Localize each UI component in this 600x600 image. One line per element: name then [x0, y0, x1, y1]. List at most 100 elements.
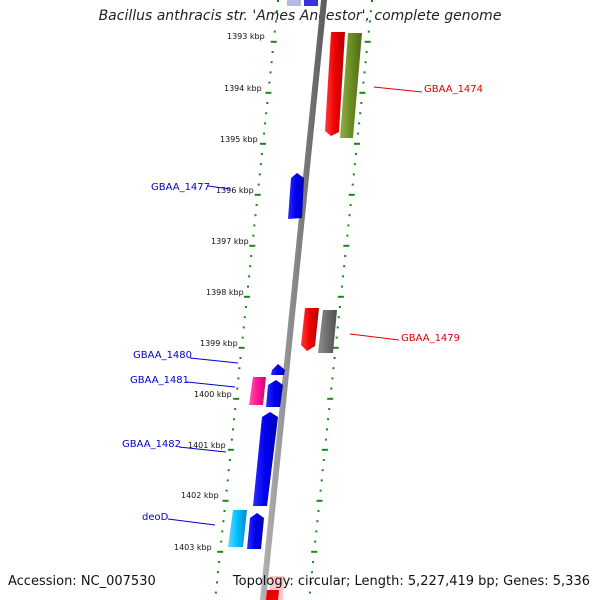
leader-gbaa-1481 [186, 381, 236, 388]
tick-mark [365, 51, 368, 53]
tick-mark [338, 306, 341, 308]
tick-mark [222, 520, 225, 523]
tick-mark [319, 489, 322, 492]
gene-label-gbaa-1480: GBAA_1480 [133, 350, 192, 361]
tick-mark [357, 132, 360, 135]
tick-mark [263, 132, 266, 135]
tick-mark [317, 510, 320, 512]
genome-title: Bacillus anthracis str. 'Ames Ancestor',… [98, 8, 502, 24]
kbp-label-1399: 1399 kbp [200, 339, 238, 348]
leader-deod [167, 518, 216, 526]
tick-mark [221, 530, 224, 533]
tick-column-right [308, 0, 373, 594]
tick-mark [241, 336, 244, 339]
tick-mark [354, 142, 360, 145]
gene-olive-gbaa-1474 [340, 33, 362, 138]
tick-mark [264, 122, 267, 125]
leader-gbaa-1474 [373, 86, 423, 93]
tick-mark [214, 591, 217, 594]
tick-mark [243, 316, 246, 319]
gene-label-gbaa-1479: GBAA_1479 [401, 333, 460, 344]
tick-mark [322, 459, 325, 461]
tick-mark [368, 20, 371, 23]
tick-mark [347, 224, 350, 227]
gene-blue-gbaa-1477 [288, 173, 304, 219]
kbp-label-1398: 1398 kbp [206, 288, 244, 297]
tick-mark [265, 112, 268, 115]
genome-backbone [260, 0, 327, 600]
tick-mark [250, 255, 253, 257]
gene-blue-gbaa-1482 [253, 412, 278, 506]
tick-mark [217, 571, 219, 574]
tick-mark [332, 346, 339, 349]
kbp-label-1402: 1402 kbp [181, 491, 219, 500]
tick-mark [273, 30, 276, 33]
kbp-label-1394: 1394 kbp [224, 84, 262, 93]
tick-mark [343, 244, 350, 247]
tick-mark [274, 20, 277, 23]
genome-summary-text: Topology: circular; Length: 5,227,419 bp… [232, 574, 590, 589]
tick-mark [265, 91, 272, 94]
tick-mark [217, 550, 224, 553]
tick-mark [239, 357, 242, 359]
tick-mark [315, 530, 318, 533]
tick-mark [316, 499, 323, 502]
tick-mark [359, 91, 366, 94]
tick-mark [248, 275, 251, 278]
tick-mark [247, 285, 249, 288]
tick-mark [363, 71, 366, 74]
tick-mark [324, 438, 327, 441]
tick-mark [311, 550, 318, 553]
gene-gray [318, 310, 337, 353]
coordinate-ticks [214, 0, 373, 594]
tick-mark [343, 265, 346, 268]
tick-mark [260, 142, 266, 145]
tick-mark [353, 163, 356, 166]
kbp-label-1403: 1403 kbp [174, 543, 212, 552]
tick-mark [243, 295, 250, 298]
tick-mark [335, 336, 338, 339]
tick-mark [349, 204, 352, 206]
kbp-label-1396: 1396 kbp [216, 186, 254, 195]
kbp-label-1401: 1401 kbp [188, 441, 226, 450]
partial-gene-top-left [287, 0, 301, 6]
gene-label-gbaa-1474: GBAA_1474 [424, 84, 483, 95]
tick-mark [236, 387, 239, 390]
tick-mark [364, 61, 367, 64]
gene-label-deod: deoD [142, 512, 169, 523]
tick-mark [331, 377, 334, 380]
tick-mark [341, 285, 343, 288]
tick-mark [312, 561, 315, 563]
tick-mark [260, 153, 263, 155]
gene-red-upper [325, 32, 345, 136]
tick-mark [238, 346, 245, 349]
tick-mark [230, 438, 233, 441]
tick-mark [308, 591, 311, 594]
tick-mark [254, 214, 257, 217]
tick-mark [277, 0, 279, 2]
tick-mark [227, 469, 230, 472]
tick-mark [314, 540, 317, 543]
gene-blue-gbaa-1480 [271, 364, 285, 375]
tick-mark [228, 459, 231, 461]
tick-mark [354, 153, 357, 155]
gene-blue-deod-b [247, 513, 264, 549]
gene-red-gbaa-1479 [301, 308, 319, 351]
accession-text: Accession: NC_007530 [8, 574, 156, 589]
tick-mark [232, 428, 234, 431]
tick-mark [253, 224, 256, 227]
partial-gene-bottom-red [265, 590, 279, 600]
tick-mark [360, 102, 363, 104]
gene-label-gbaa-1482: GBAA_1482 [122, 439, 181, 450]
tick-mark [348, 214, 351, 217]
kbp-label-1395: 1395 kbp [220, 135, 258, 144]
tick-mark [227, 448, 234, 451]
tick-mark [351, 183, 354, 186]
tick-mark [218, 561, 221, 563]
tick-mark [371, 0, 373, 2]
tick-mark [321, 469, 324, 472]
tick-mark [346, 234, 349, 237]
tick-mark [332, 367, 335, 370]
tick-mark [266, 102, 269, 104]
tick-mark [348, 193, 355, 196]
